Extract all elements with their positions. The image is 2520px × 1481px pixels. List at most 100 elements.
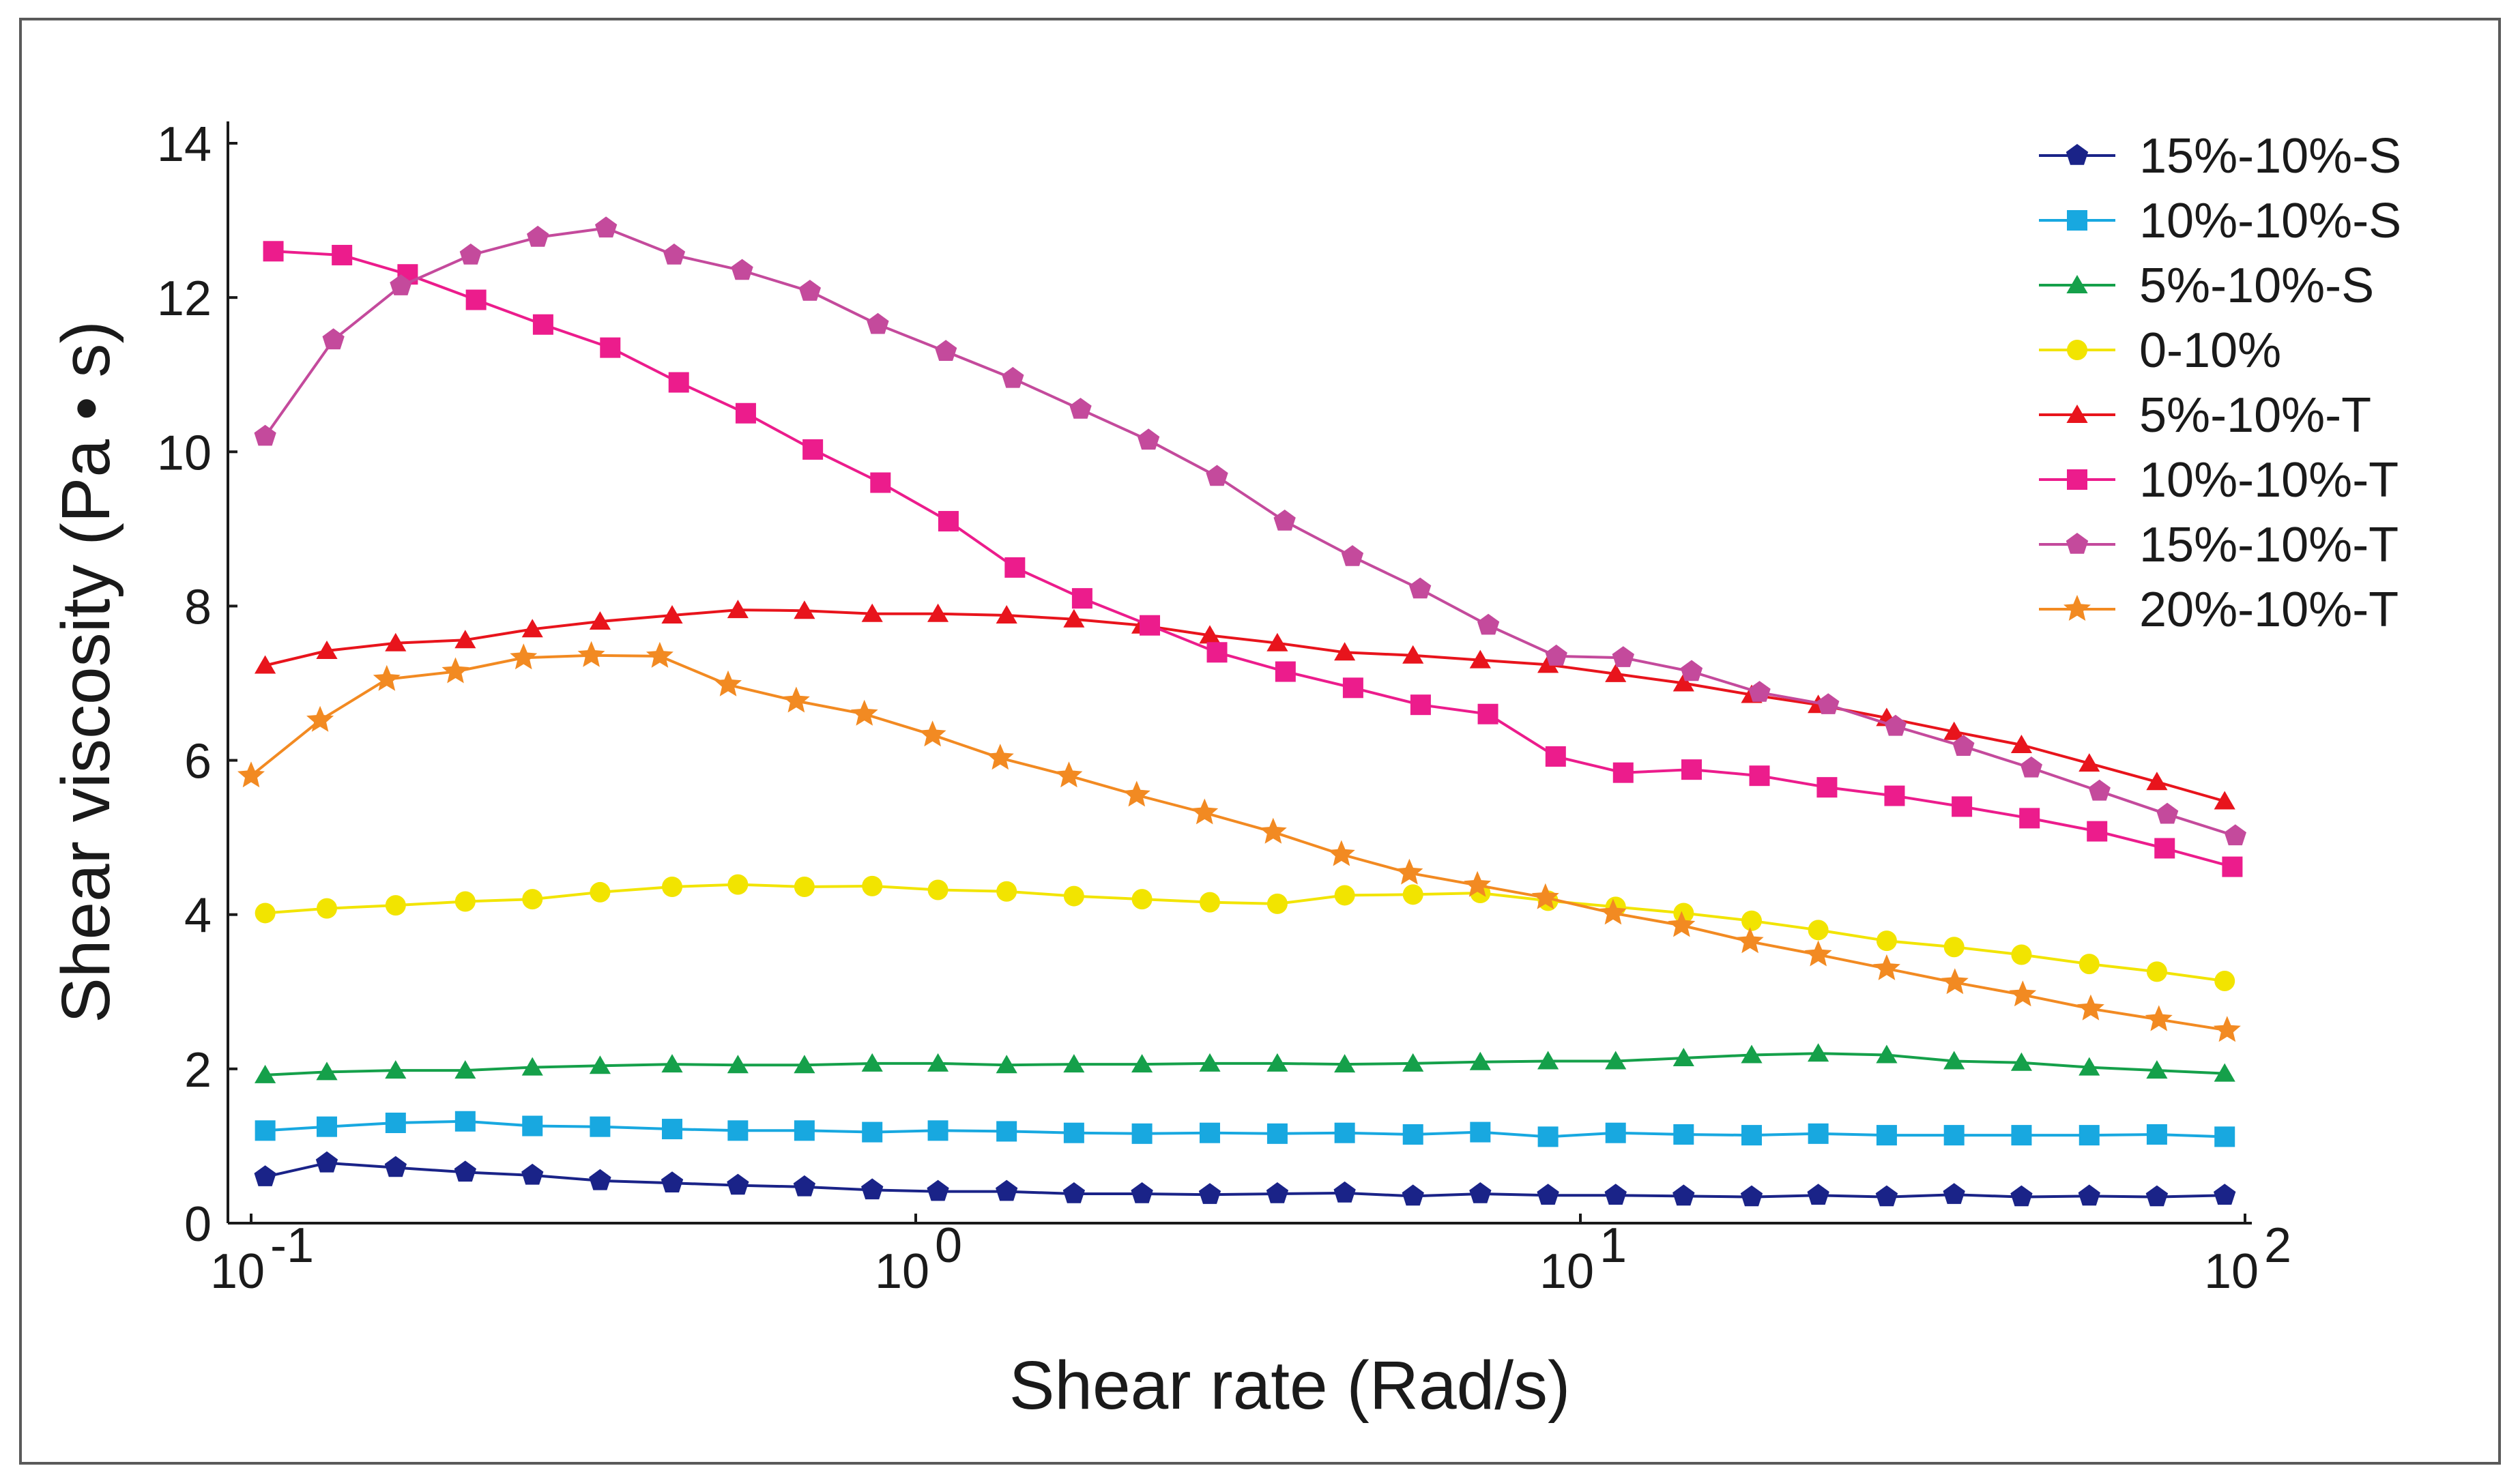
data-point (1952, 735, 1975, 756)
x-axis-label: Shear rate (Rad/s) (1009, 1347, 1571, 1424)
legend-marker (2067, 210, 2087, 231)
data-point (661, 877, 682, 898)
y-tick-label: 10 (157, 426, 212, 480)
data-point (1943, 1051, 1965, 1070)
data-point (589, 1055, 611, 1074)
data-point (2019, 808, 2040, 829)
data-point (1876, 930, 1897, 952)
data-point (1804, 940, 1832, 967)
data-point (1199, 1122, 1220, 1143)
data-point (794, 1120, 815, 1141)
data-point (1327, 840, 1355, 866)
data-point (727, 874, 749, 895)
data-point (2078, 1184, 2100, 1206)
data-point (870, 472, 891, 493)
series-line (265, 1119, 2225, 1139)
data-point (927, 1120, 948, 1141)
y-tick-label: 0 (184, 1197, 212, 1252)
x-tick-label: 10 (210, 1244, 265, 1299)
data-point (1943, 1183, 1965, 1204)
data-point (521, 1163, 544, 1185)
data-point (1409, 577, 1432, 599)
data-point (1071, 588, 1092, 609)
legend-label: 15%-10%-S (2139, 129, 2401, 184)
x-tick-label: 10 (2204, 1244, 2259, 1299)
data-point (522, 1115, 543, 1137)
data-point (1748, 681, 1771, 702)
data-point (1612, 646, 1634, 667)
data-point (661, 1054, 683, 1073)
data-point (862, 1121, 883, 1143)
data-point (802, 439, 824, 460)
data-point (867, 312, 889, 334)
data-point (2214, 1184, 2236, 1205)
data-point (2010, 1185, 2033, 1207)
data-point (316, 898, 337, 919)
data-point (1063, 1054, 1085, 1073)
data-point (521, 1057, 543, 1076)
data-point (254, 1165, 276, 1186)
data-point (454, 891, 476, 912)
data-point (1062, 1182, 1085, 1203)
data-point (1410, 694, 1431, 716)
data-point (1002, 366, 1024, 388)
data-point (1131, 1123, 1153, 1144)
data-point (2010, 1052, 2032, 1071)
data-point (1672, 1184, 1695, 1206)
data-point (1537, 654, 1559, 673)
data-point (2077, 994, 2104, 1021)
data-point (255, 903, 276, 924)
legend-label: 5%-10%-T (2139, 388, 2371, 443)
data-point (2079, 1125, 2100, 1146)
data-point (2146, 772, 2168, 791)
data-point (1334, 642, 1356, 661)
data-point (996, 1055, 1017, 1074)
data-point (237, 761, 265, 788)
data-point (1673, 903, 1694, 924)
data-point (2020, 756, 2042, 778)
series-7 (254, 216, 2246, 846)
data-point (727, 1055, 749, 1074)
data-point (332, 244, 353, 265)
data-point (793, 1175, 815, 1197)
data-point (668, 372, 689, 393)
data-point (315, 1151, 338, 1173)
data-point (521, 619, 543, 638)
data-point (577, 641, 605, 667)
series-line (250, 654, 2228, 1032)
data-point (1807, 1184, 1829, 1205)
data-point (661, 605, 683, 624)
data-point (1273, 510, 1296, 531)
data-point (794, 600, 815, 619)
data-point (735, 402, 756, 424)
x-tick-exponent: 2 (2264, 1218, 2291, 1273)
data-point (1545, 746, 1566, 767)
data-point (1943, 937, 1965, 958)
data-point (1537, 1184, 1559, 1205)
data-point (927, 1053, 949, 1072)
series-2 (255, 1111, 2235, 1147)
data-point (465, 289, 487, 310)
series-8 (237, 641, 2241, 1042)
data-point (1941, 968, 1969, 995)
data-point (996, 605, 1017, 624)
data-point (927, 1179, 949, 1201)
data-point (1138, 428, 1160, 450)
data-point (1063, 608, 1085, 628)
data-point (1333, 1181, 1356, 1203)
data-point (1875, 1185, 1898, 1207)
data-point (1055, 761, 1083, 788)
data-point (727, 1173, 749, 1195)
series-6 (263, 241, 2243, 877)
data-point (1876, 1044, 1898, 1064)
data-point (522, 889, 543, 910)
data-point (927, 603, 949, 622)
data-point (1334, 1054, 1356, 1073)
data-point (2079, 954, 2100, 975)
data-point (441, 657, 469, 684)
data-point (1063, 885, 1084, 907)
data-point (2145, 1185, 2169, 1207)
data-point (1131, 889, 1153, 910)
data-point (1741, 910, 1762, 931)
